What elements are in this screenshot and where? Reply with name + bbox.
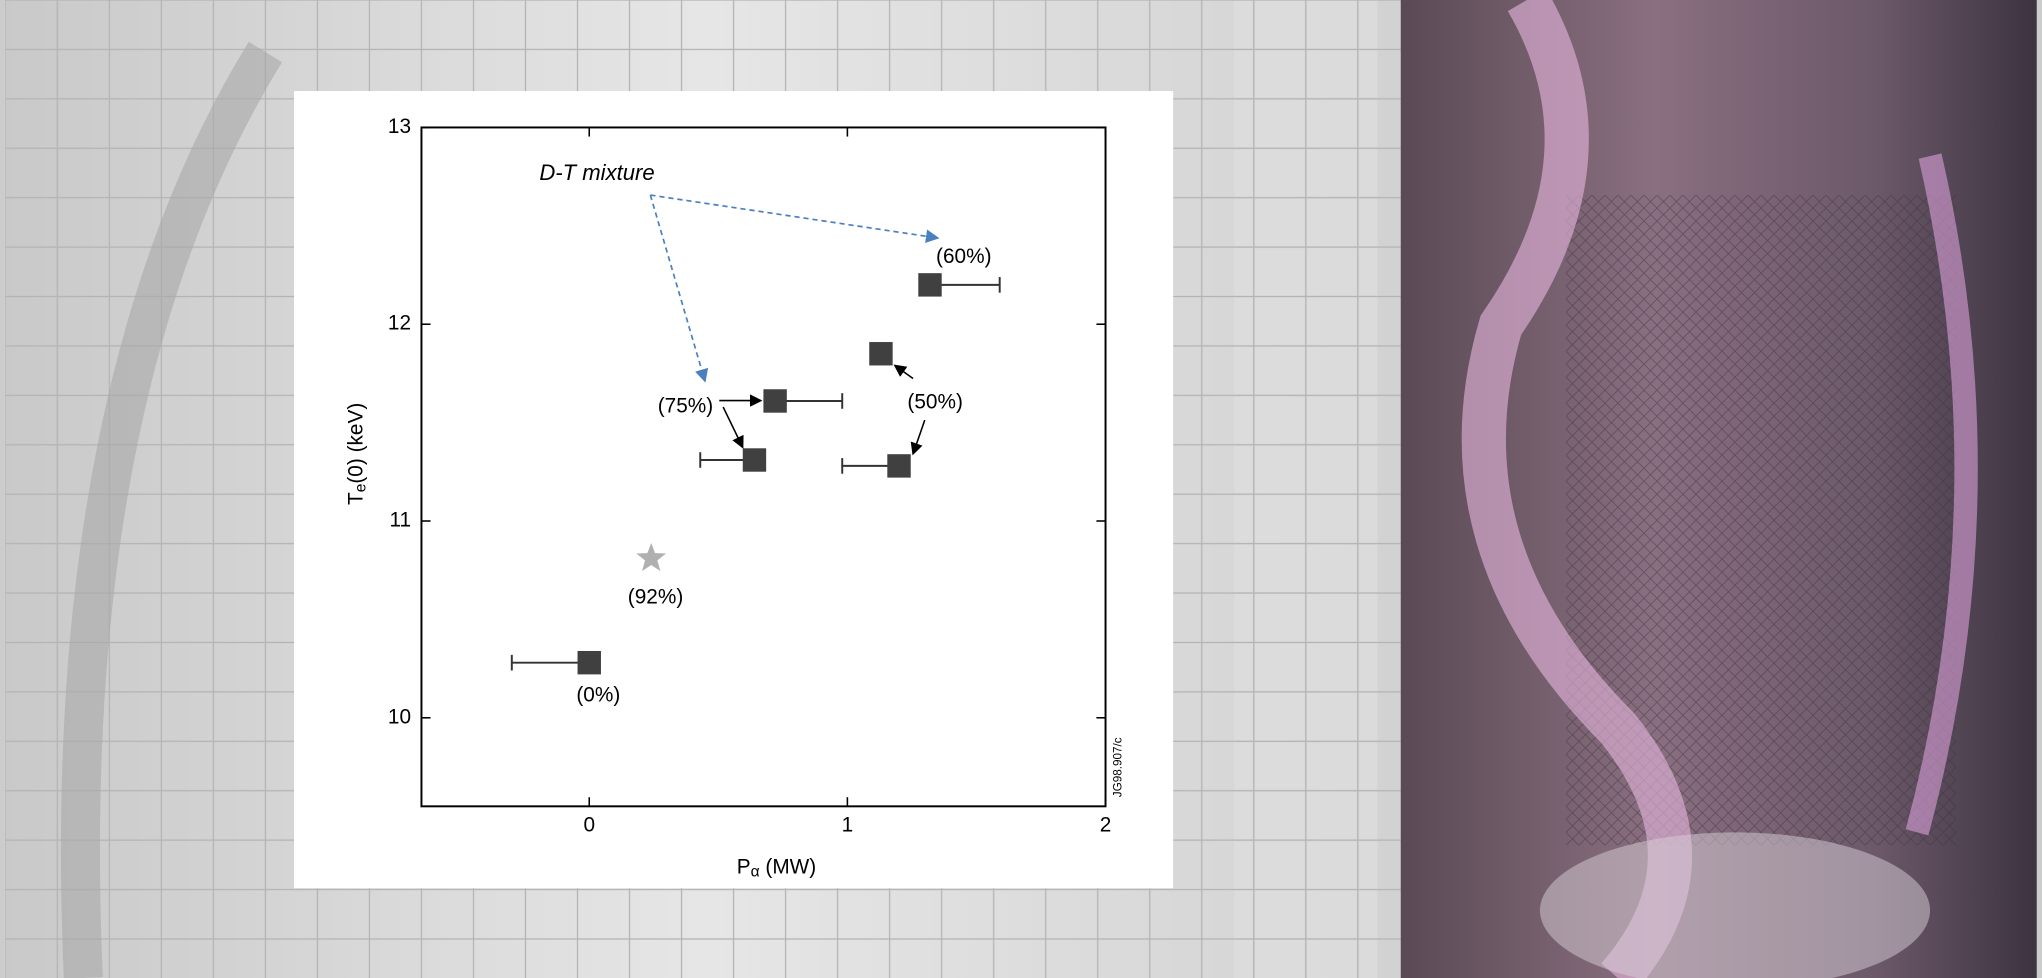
square-point: [763, 389, 787, 413]
annotation-arrow: [650, 194, 940, 243]
x-tick-label: 2: [1100, 813, 1112, 836]
square-point: [742, 448, 767, 472]
annotation: (60%): [936, 245, 991, 268]
square-point: [577, 650, 601, 675]
error-bar: [510, 654, 590, 671]
plot-frame: [420, 126, 1107, 808]
y-tick-label: 13: [388, 115, 411, 138]
x-tick-label: 1: [842, 813, 854, 836]
y-tick-label: 12: [388, 312, 411, 335]
annotation: D-T mixture: [539, 160, 654, 185]
x-axis-label: Pα (MW): [737, 855, 816, 881]
y-tick-label: 10: [388, 705, 411, 728]
annotation-arrow: [722, 406, 744, 449]
annotation-arrow: [910, 419, 926, 456]
y-tick-label: 11: [389, 509, 411, 532]
y-axis-label-part: e: [353, 484, 370, 493]
x-axis-label-part: P: [737, 855, 751, 878]
annotation: (0%): [576, 683, 620, 706]
square-point: [887, 454, 911, 478]
square-point: [869, 342, 893, 366]
annotation-arrow: [649, 194, 709, 383]
x-axis-label-part: α: [751, 864, 760, 881]
annotation: (75%): [658, 395, 713, 418]
x-axis-label-part: (MW): [760, 855, 817, 878]
y-axis-label-part: T: [344, 492, 367, 505]
annotation: (92%): [628, 586, 683, 609]
y-axis-label: Te(0) (keV): [344, 403, 370, 505]
chart-panel: [294, 91, 1174, 889]
annotation-arrow: [893, 364, 914, 380]
figure-id: JG98.907/c: [1112, 737, 1125, 797]
star-point: [636, 542, 667, 572]
annotation: (50%): [907, 391, 962, 414]
square-point: [918, 273, 942, 297]
y-axis-label-part: (0) (keV): [344, 403, 367, 484]
x-tick-label: 0: [583, 813, 595, 836]
